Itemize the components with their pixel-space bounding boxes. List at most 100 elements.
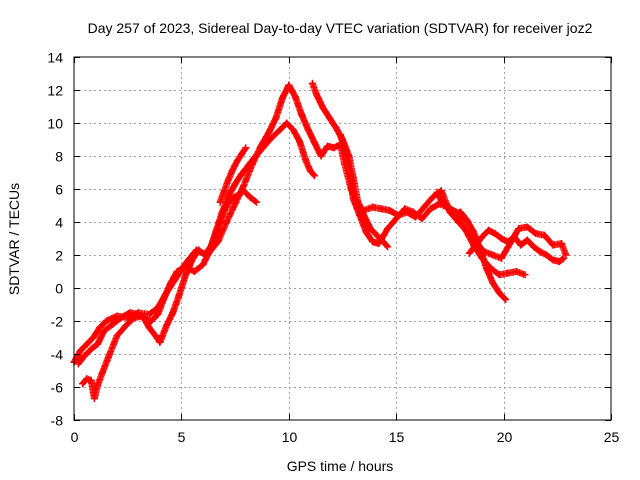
- y-axis-label: SDTVAR / TECUs: [6, 183, 22, 295]
- series-track-c: [79, 187, 261, 403]
- data-point: [491, 230, 499, 238]
- x-tick-label: 25: [604, 429, 620, 445]
- data-point: [326, 114, 334, 122]
- data-point: [276, 126, 284, 134]
- data-point: [238, 170, 246, 178]
- data-point: [233, 157, 241, 165]
- data-point: [242, 144, 250, 152]
- data-point: [420, 203, 428, 211]
- data-point: [289, 126, 297, 134]
- y-tick-label: 2: [55, 248, 63, 264]
- data-point: [308, 79, 316, 87]
- data-point: [240, 187, 248, 195]
- data-point: [152, 332, 160, 340]
- x-tick-label: 10: [282, 429, 298, 445]
- data-point: [214, 225, 222, 233]
- data-point: [169, 309, 177, 317]
- data-point: [145, 324, 153, 332]
- data-point: [409, 208, 417, 216]
- data-point: [515, 225, 523, 233]
- data-point: [319, 104, 327, 112]
- data-point: [220, 187, 228, 195]
- data-point: [465, 249, 473, 257]
- y-tick-label: -4: [51, 347, 64, 363]
- data-point: [510, 233, 518, 241]
- data-point: [278, 94, 286, 102]
- data-point: [296, 137, 304, 145]
- data-point: [173, 268, 181, 275]
- x-tick-label: 20: [497, 429, 513, 445]
- data-point: [311, 139, 319, 147]
- axis-ticks: 0 5 10 15 20 25 -8 -6 -4 -2 0 2 4 6 8 10 12 14: [47, 50, 619, 446]
- data-point: [485, 226, 493, 234]
- data-point: [76, 347, 84, 355]
- data-point: [336, 131, 344, 139]
- data-point: [229, 165, 237, 173]
- data-point: [94, 340, 102, 348]
- data-point: [523, 236, 531, 244]
- series-track-g: [465, 226, 568, 266]
- y-tick-label: 12: [47, 83, 63, 99]
- data-point: [190, 268, 198, 275]
- data-point: [304, 126, 312, 134]
- data-point: [199, 261, 207, 269]
- data-point: [162, 322, 170, 330]
- y-tick-label: 10: [47, 116, 63, 132]
- data-point: [83, 375, 91, 383]
- data-point: [145, 310, 153, 318]
- data-point: [502, 296, 510, 304]
- data-point: [536, 248, 544, 256]
- data-point: [130, 314, 138, 322]
- data-point: [504, 238, 512, 246]
- data-point: [384, 243, 392, 251]
- data-point: [220, 206, 228, 214]
- data-point: [433, 188, 441, 196]
- data-point: [523, 223, 531, 231]
- data-point: [392, 215, 400, 223]
- data-point: [375, 239, 383, 247]
- data-point: [87, 345, 95, 353]
- data-point: [457, 208, 465, 216]
- series-track-h: [216, 144, 250, 206]
- data-point: [253, 198, 261, 206]
- data-point: [369, 203, 377, 211]
- data-point: [330, 144, 338, 152]
- data-point: [79, 380, 87, 388]
- data-point: [512, 268, 520, 275]
- data-point: [89, 334, 97, 341]
- x-tick-label: 15: [389, 429, 405, 445]
- data-point: [345, 164, 353, 172]
- y-tick-label: 8: [55, 149, 63, 165]
- data-point: [497, 235, 505, 242]
- data-point: [549, 256, 557, 264]
- y-tick-label: 4: [55, 215, 63, 231]
- data-point: [182, 271, 190, 279]
- data-point: [225, 175, 233, 183]
- data-point: [167, 279, 175, 287]
- data-point: [495, 271, 503, 279]
- y-tick-label: 0: [55, 281, 63, 297]
- data-point: [437, 197, 445, 205]
- data-point: [384, 225, 392, 233]
- data-point: [188, 256, 196, 264]
- data-point: [250, 154, 258, 162]
- y-tick-label: 14: [47, 50, 63, 66]
- data-point: [74, 360, 82, 368]
- data-point: [104, 353, 112, 361]
- data-point: [349, 195, 357, 203]
- data-point: [463, 216, 471, 224]
- data-point: [122, 322, 130, 330]
- data-point: [482, 264, 490, 272]
- data-point: [532, 230, 540, 238]
- data-point: [401, 205, 409, 213]
- data-point: [311, 172, 319, 180]
- data-point: [444, 205, 452, 213]
- data-point: [429, 193, 437, 201]
- data-point: [461, 225, 469, 233]
- data-point: [83, 340, 91, 348]
- data-point: [418, 215, 426, 223]
- data-point: [117, 314, 125, 322]
- data-point: [100, 327, 108, 335]
- data-point: [530, 243, 538, 251]
